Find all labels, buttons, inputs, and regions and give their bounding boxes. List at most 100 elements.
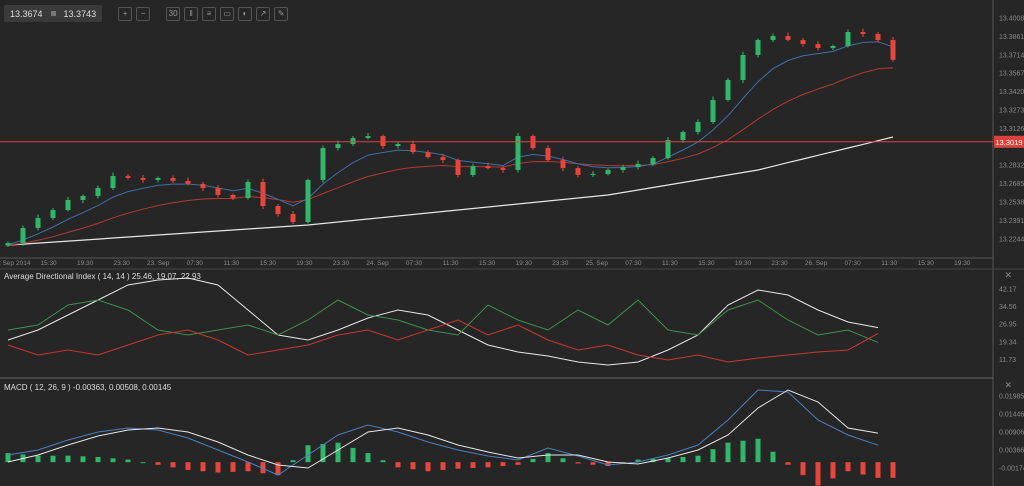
macd-histogram-bar (890, 462, 896, 478)
macd-histogram-bar (875, 462, 881, 478)
macd-tick-label: 0.01985 (999, 394, 1024, 401)
macd-histogram-bar (5, 453, 11, 463)
template-button[interactable]: ▭ (220, 6, 235, 21)
macd-histogram-bar (200, 462, 206, 472)
macd-histogram-bar (245, 462, 251, 472)
macd-histogram-bar (515, 462, 521, 465)
price-tick-label: 13.3567 (999, 71, 1024, 78)
macd-histogram-bar (755, 438, 761, 463)
time-tick-label: 15:30 (479, 260, 496, 267)
macd-histogram-bar (605, 462, 611, 467)
macd-histogram-bar (125, 459, 131, 463)
candle-down (875, 34, 881, 41)
drawing-button[interactable]: ◐ (238, 6, 253, 21)
macd-histogram-bar (140, 462, 146, 464)
time-tick-label: 22 Sep 2014 (0, 260, 31, 267)
candle-up (80, 195, 86, 200)
price-tick-label: 13.4008 (999, 16, 1024, 23)
time-tick-label: 23:30 (552, 260, 569, 267)
candle-down (890, 40, 896, 60)
macd-histogram-bar (320, 443, 326, 463)
macd-histogram-bar (635, 459, 641, 463)
adx-tick-label: 11.73 (999, 357, 1016, 364)
macd-histogram-bar (155, 462, 161, 465)
close-adx-icon[interactable]: ✕ (1004, 270, 1012, 280)
toolbar: 13.3674 13.3743 + − 30 ǁ ≡ ▭ ◐ ↗ ✎ (4, 5, 289, 22)
macd-histogram-bar (830, 462, 836, 479)
pencil-icon: ✎ (277, 8, 285, 18)
macd-histogram-bar (80, 456, 86, 463)
pencil-button[interactable]: ✎ (274, 6, 289, 21)
macd-histogram-bar (710, 449, 716, 463)
macd-histogram-bar (470, 462, 476, 469)
minus-di-line (7, 319, 879, 363)
macd-histogram-bar (455, 462, 461, 469)
macd-histogram-bar (740, 440, 746, 463)
close-macd-icon[interactable]: ✕ (1004, 380, 1012, 390)
macd-histogram-bar (50, 455, 56, 463)
candle-up (710, 99, 716, 123)
candle-up (350, 138, 356, 145)
macd-histogram-bar (95, 456, 101, 463)
time-tick-label: 07:30 (845, 260, 862, 267)
export-button[interactable]: ↗ (256, 6, 271, 21)
time-tick-label: 25. Sep (586, 260, 609, 267)
candle-up (245, 181, 251, 198)
price-tick-label: 13.2391 (999, 218, 1024, 225)
bid-price: 13.3674 (10, 8, 43, 19)
indicators-button[interactable]: ≡ (202, 6, 217, 21)
candle-up (50, 210, 56, 219)
time-tick-label: 15:30 (918, 260, 935, 267)
slow-moving-average-line (7, 67, 894, 246)
time-tick-label: 15:30 (260, 260, 277, 267)
long-moving-average-line (7, 136, 894, 246)
candle-down (425, 152, 431, 158)
spread-separator (50, 11, 56, 16)
price-tick-label: 13.3126 (999, 126, 1024, 133)
macd-histogram-bar (485, 462, 491, 468)
macd-histogram-bar (695, 455, 701, 463)
ask-price: 13.3743 (63, 8, 97, 19)
macd-histogram-bar (170, 462, 176, 468)
candle-up (305, 179, 311, 223)
zoom-in-button[interactable]: + (118, 6, 133, 21)
time-tick-label: 19:30 (77, 260, 94, 267)
time-tick-label: 19:30 (735, 260, 752, 267)
candle-up (770, 36, 776, 41)
zoom-out-button[interactable]: − (136, 6, 151, 21)
price-tick-label: 13.2832 (999, 163, 1024, 170)
macd-histogram-bar (815, 462, 821, 486)
candle-up (335, 144, 341, 149)
chart-type-icon: ǁ (189, 8, 193, 18)
macd-histogram-bar (215, 462, 221, 473)
candle-down (500, 168, 506, 170)
macd-tick-label: -0.00174 (999, 465, 1024, 472)
macd-histogram-bar (395, 462, 401, 468)
time-tick-label: 19:30 (954, 260, 971, 267)
level-price-label: 13.3019 (995, 138, 1022, 147)
macd-histogram-bar (785, 462, 791, 465)
candle-down (815, 44, 821, 49)
macd-histogram-bar (500, 462, 506, 467)
candle-up (845, 32, 851, 47)
candle-up (95, 187, 101, 196)
candle-down (200, 183, 206, 188)
quote-box[interactable]: 13.3674 13.3743 (4, 5, 103, 22)
macd-histogram-bar (185, 462, 191, 470)
candle-down (230, 194, 236, 198)
macd-line (7, 389, 879, 476)
candle-up (635, 164, 641, 168)
candle-up (650, 158, 656, 165)
adx-tick-label: 19.34 (999, 339, 1017, 346)
plus-di-line (7, 299, 879, 343)
macd-histogram-bar (110, 458, 116, 463)
chart-type-button[interactable]: ǁ (184, 6, 199, 21)
candle-up (665, 140, 671, 159)
candle-down (785, 36, 791, 41)
timeframe-button[interactable]: 30 (166, 6, 181, 21)
macd-tick-label: 0.00366 (999, 447, 1024, 454)
adx-tick-label: 34.56 (999, 304, 1017, 311)
time-tick-label: 26. Sep (805, 260, 828, 267)
time-tick-label: 07:30 (406, 260, 423, 267)
